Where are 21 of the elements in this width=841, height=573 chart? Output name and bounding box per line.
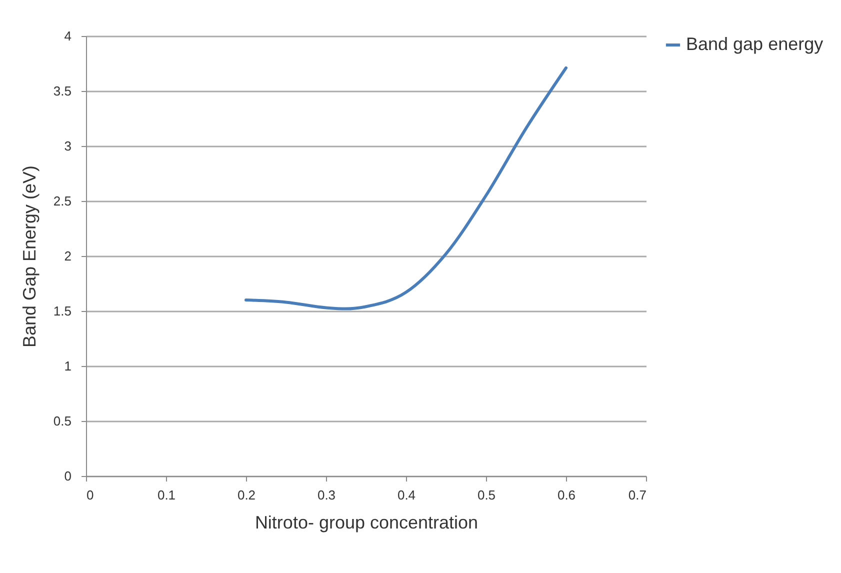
y-tick-label: 3 bbox=[64, 138, 72, 154]
y-tick-label: 2 bbox=[64, 248, 72, 264]
x-tick-label: 0.4 bbox=[397, 488, 416, 502]
x-tick-label: 0.1 bbox=[157, 488, 176, 502]
x-tick-label: 0.7 bbox=[628, 488, 646, 502]
x-tick-label: 0.5 bbox=[477, 488, 496, 502]
y-tick-label: 0 bbox=[64, 468, 72, 484]
y-tick-label: 1.5 bbox=[53, 304, 72, 318]
x-tick-label: 0.3 bbox=[317, 488, 336, 502]
x-tick-label: 0 bbox=[86, 488, 94, 502]
x-tick-label: 0.6 bbox=[557, 488, 576, 502]
y-axis-title: Band Gap Energy (eV) bbox=[19, 165, 40, 348]
y-tick-label: 2.5 bbox=[53, 194, 72, 208]
x-axis-title: Nitroto- group concentration bbox=[254, 512, 478, 532]
y-tick-label: 0.5 bbox=[53, 414, 72, 428]
y-tick-label: 3.5 bbox=[53, 84, 72, 98]
x-tick-label: 0.2 bbox=[237, 488, 256, 502]
line-series bbox=[244, 66, 568, 310]
legend-label: Band gap energy bbox=[686, 34, 824, 54]
y-tick-label: 1 bbox=[64, 358, 72, 374]
y-tick-label: 4 bbox=[64, 28, 72, 44]
